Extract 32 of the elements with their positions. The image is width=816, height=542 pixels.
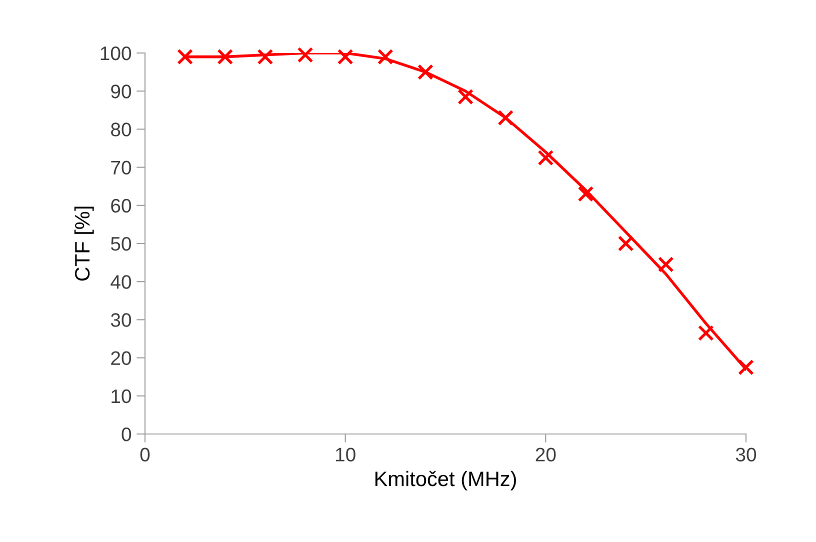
y-tick-label: 90 (111, 84, 132, 98)
point (297, 46, 314, 63)
point (738, 359, 754, 376)
point (377, 48, 394, 65)
point (538, 150, 554, 166)
y-tick-label: 100 (100, 46, 132, 60)
y-axis-title: CTF [%] (74, 206, 94, 281)
point (618, 236, 634, 252)
point (498, 110, 514, 126)
y-tick-label: 0 (122, 427, 132, 442)
y-tick-label: 40 (110, 275, 132, 289)
y-tick-label: 70 (111, 160, 132, 175)
point (417, 64, 434, 80)
point (698, 325, 714, 342)
y-tick-label: 30 (110, 313, 132, 327)
x-tick-label: 10 (336, 448, 356, 462)
x-axis-title: Kmitočet (MHz) (375, 470, 516, 490)
y-tick-label: 80 (111, 122, 132, 136)
x-tick-label: 30 (736, 448, 756, 462)
y-tick-label: 60 (111, 198, 132, 213)
y-tick-label: 50 (110, 236, 132, 251)
y-tick-label: 10 (112, 389, 132, 404)
point (458, 88, 474, 105)
point (217, 48, 234, 65)
point (177, 48, 194, 65)
point (658, 256, 674, 272)
point (337, 48, 354, 65)
y-tick-label: 20 (111, 351, 132, 366)
x-tick-label: 0 (140, 448, 150, 462)
point (257, 48, 274, 65)
x-tick-label: 20 (536, 448, 556, 462)
point (578, 186, 594, 202)
